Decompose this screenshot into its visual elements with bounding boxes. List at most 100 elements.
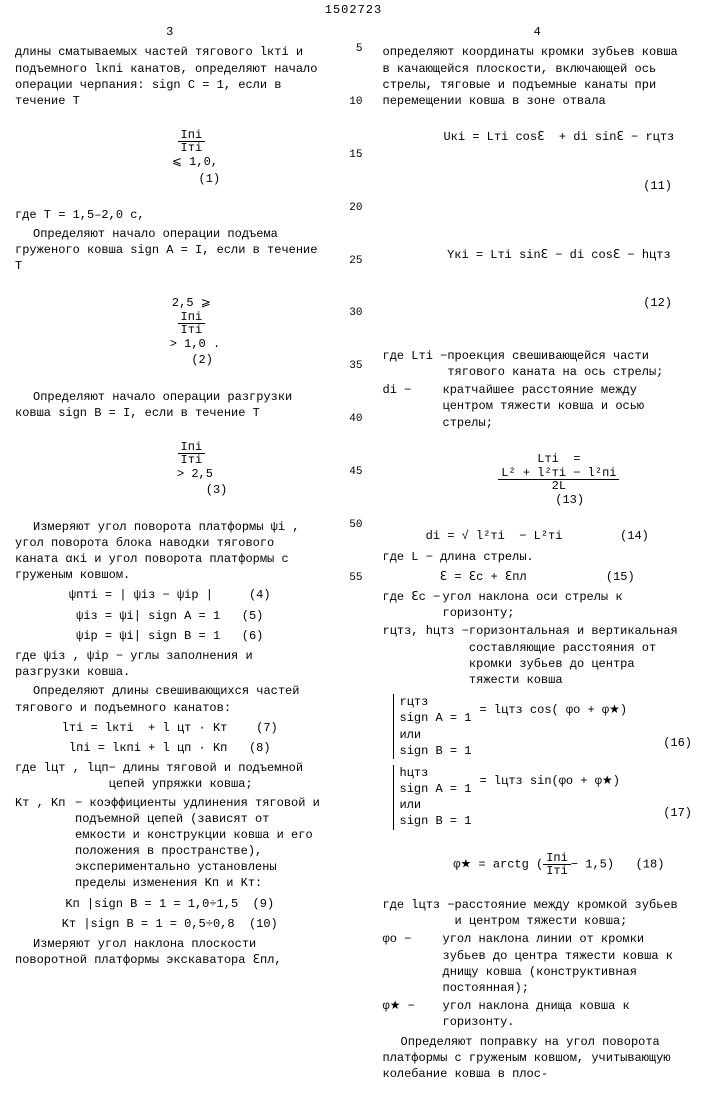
line-num: 10 [345, 95, 363, 110]
equation-5: ψіз = ψі| sign A = 1 (5) [15, 608, 325, 624]
where-def: угол наклона оси стрелы к горизонту; [443, 589, 693, 621]
equation-14: dі = √ l²ті − L²ті (14) [383, 528, 693, 544]
eq-num: (3) [206, 483, 228, 497]
where-sym: φ★ − [383, 998, 443, 1030]
eq-frac-den: Iті [543, 865, 571, 877]
equation-12: Yкі = Lті sinℇ − dі cosℇ − hцтз (12) [383, 230, 693, 343]
line-num: 20 [345, 201, 363, 216]
left-column: 3 длины сматываемых частей тягового lкті… [15, 24, 325, 1085]
line-num: 40 [345, 412, 363, 427]
line-numbers: 5 10 15 20 25 30 35 40 45 50 55 [345, 24, 363, 1085]
where-sym: φо − [383, 931, 443, 996]
text: Определяют длины свешивающихся частей тя… [15, 683, 325, 715]
eq-body: Yкі = Lті sinℇ − dі cosℇ − hцтз [447, 248, 671, 262]
where-sym: где Lті − [383, 348, 448, 380]
equation-7: lті = lкті + l цт · Kт (7) [15, 720, 325, 736]
equation-18: φ★ = arctg (IпіIті− 1,5) (18) [383, 836, 693, 893]
equation-17: hцтз sign A = 1 или sign B = 1 = lцтз si… [383, 765, 693, 830]
equation-9: Kп |sign B = 1 = 1,0÷1,5 (9) [15, 896, 325, 912]
where-sym: где lцт , lцп [15, 760, 109, 792]
where-row: где Lті − проекция свешивающейся части т… [383, 348, 693, 380]
line-num: 50 [345, 518, 363, 533]
eq-frac-den: Iті [178, 324, 206, 336]
eq-num: (2) [191, 353, 213, 367]
where-sym: rцтз, hцтз − [383, 623, 469, 688]
where-sym: dі − [383, 382, 443, 431]
eq-num: (16) [663, 735, 692, 751]
where-row: rцтз, hцтз − горизонтальная и вертикальн… [383, 623, 693, 688]
line-num: 25 [345, 254, 363, 269]
where-sym: где ℇс − [383, 589, 443, 621]
line-num: 55 [345, 571, 363, 586]
text: где T = 1,5–2,0 с, [15, 207, 325, 223]
line-num: 30 [345, 306, 363, 321]
brace-line: sign B = 1 [400, 813, 472, 829]
right-column: 4 определяют координаты кромки зубьев ко… [383, 24, 693, 1085]
text: где L − длина стрелы. [383, 549, 693, 565]
where-sym: Kт , Kп [15, 795, 75, 892]
text: Определяют поправку на угол поворота пла… [383, 1034, 693, 1083]
page-columns: 3 длины сматываемых частей тягового lкті… [15, 24, 692, 1085]
where-row: φо − угол наклона линии от кромки зубьев… [383, 931, 693, 996]
line-num: 5 [345, 42, 363, 57]
brace-line: hцтз [400, 765, 472, 781]
where-def: проекция свешивающейся части тягового ка… [447, 348, 692, 380]
eq-num: (12) [383, 295, 693, 311]
line-num: 45 [345, 465, 363, 480]
equation-3: IпіIті > 2,5 (3) [15, 425, 325, 515]
equation-10: Kт |sign B = 1 = 0,5÷0,8 (10) [15, 916, 325, 932]
eq-num: (13) [555, 493, 584, 507]
where-def: угол наклона линии от кромки зубьев до ц… [443, 931, 693, 996]
where-sym: где lцтз − [383, 897, 455, 929]
eq-body: = lцтз sin(φо + φ★) [480, 774, 620, 788]
equation-2: 2,5 ⩾ IпіIті > 1,0 . (2) [15, 279, 325, 385]
page-num-left: 3 [15, 24, 325, 40]
line-num: 35 [345, 359, 363, 374]
eq-op: ⩽ 1,0, [172, 155, 218, 169]
equation-15: ℇ = ℇс + ℇпл (15) [383, 569, 693, 585]
where-row: Kт , Kп − коэффициенты удлинения тяговой… [15, 795, 325, 892]
eq-op: > 1,0 . [170, 337, 220, 351]
eq-frac-num: Iпі [543, 852, 571, 865]
eq-num: (17) [663, 805, 692, 821]
where-def: кратчайшее расстояние между центром тяже… [443, 382, 693, 431]
eq-frac-den: Iті [178, 142, 206, 154]
brace-line: или [400, 797, 472, 813]
eq-body: Uкі = Lті cosℇ + dі sinℇ − rцтз [443, 130, 674, 144]
eq-frac-den: 2L [498, 480, 619, 492]
eq-pre: 2,5 ⩾ [172, 296, 211, 310]
brace-line: rцтз [400, 694, 472, 710]
equation-8: lпі = lкпі + l цп · Kп (8) [15, 740, 325, 756]
equation-16: rцтз sign A = 1 или sign B = 1 = lцтз co… [383, 694, 693, 759]
text: определяют координаты кромки зубьев ковш… [383, 44, 693, 109]
where-row: φ★ − угол наклона днища ковша к горизонт… [383, 998, 693, 1030]
line-num: 15 [345, 148, 363, 163]
eq-pre: φ★ = arctg ( [453, 857, 543, 871]
text: Определяют начало операции подъема груже… [15, 226, 325, 275]
where-row: где lцтз − расстояние между кромкой зубь… [383, 897, 693, 929]
brace-line: sign B = 1 [400, 743, 472, 759]
text: Измеряют угол наклона плоскости поворотн… [15, 936, 325, 968]
where-def: − коэффициенты удлинения тяговой и подъе… [75, 795, 325, 892]
where-row: где lцт , lцп − длины тяговой и подъемно… [15, 760, 325, 792]
equation-13: Lті = L² + l²ті − l²пі2L (13) [383, 435, 693, 525]
where-def: − длины тяговой и подъемной цепей упряжк… [109, 760, 325, 792]
eq-pre: Lті = [537, 452, 580, 466]
equation-6: ψір = ψі| sign B = 1 (6) [15, 628, 325, 644]
eq-num: (11) [383, 178, 693, 194]
text: Измеряют угол поворота платформы ψі , уг… [15, 519, 325, 584]
brace-line: sign A = 1 [400, 781, 472, 797]
eq-num: (1) [199, 172, 221, 186]
eq-post: − 1,5) (18) [571, 857, 665, 871]
text: Определяют начало операции разгрузки ков… [15, 389, 325, 421]
text: длины сматываемых частей тягового lкті и… [15, 44, 325, 109]
equation-1: IпіIті ⩽ 1,0, (1) [15, 113, 325, 203]
eq-frac-den: Iті [178, 454, 206, 466]
brace-line: sign A = 1 [400, 710, 472, 726]
eq-body: = lцтз cos( φо + φ★) [480, 703, 628, 717]
where-row: dі − кратчайшее расстояние между центром… [383, 382, 693, 431]
brace-line: или [400, 727, 472, 743]
where-def: горизонтальная и вертикальная составляющ… [469, 623, 692, 688]
page-num-right: 4 [383, 24, 693, 40]
equation-11: Uкі = Lті cosℇ + dі sinℇ − rцтз (11) [383, 113, 693, 226]
